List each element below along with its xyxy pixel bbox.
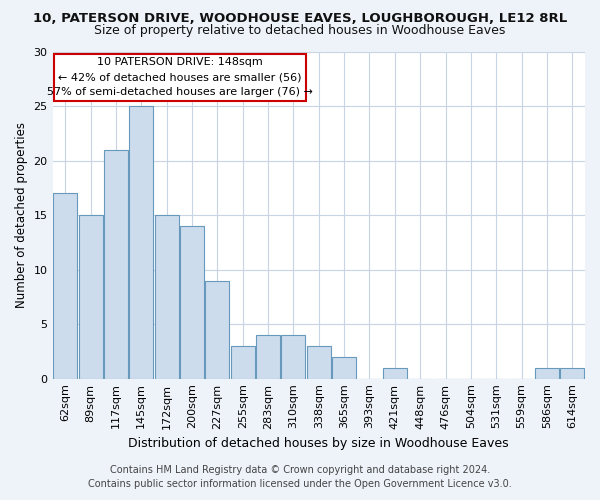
Bar bbox=[281, 335, 305, 378]
Bar bbox=[205, 280, 229, 378]
Bar bbox=[332, 357, 356, 378]
Y-axis label: Number of detached properties: Number of detached properties bbox=[15, 122, 28, 308]
Bar bbox=[180, 226, 204, 378]
Bar bbox=[79, 215, 103, 378]
Bar bbox=[535, 368, 559, 378]
Bar bbox=[307, 346, 331, 378]
Bar bbox=[256, 335, 280, 378]
Bar bbox=[560, 368, 584, 378]
Text: Contains HM Land Registry data © Crown copyright and database right 2024.
Contai: Contains HM Land Registry data © Crown c… bbox=[88, 465, 512, 489]
Bar bbox=[104, 150, 128, 378]
Bar bbox=[53, 194, 77, 378]
Bar bbox=[383, 368, 407, 378]
Text: 10, PATERSON DRIVE, WOODHOUSE EAVES, LOUGHBOROUGH, LE12 8RL: 10, PATERSON DRIVE, WOODHOUSE EAVES, LOU… bbox=[33, 12, 567, 26]
Bar bbox=[155, 215, 179, 378]
Bar bbox=[230, 346, 255, 378]
Text: Size of property relative to detached houses in Woodhouse Eaves: Size of property relative to detached ho… bbox=[94, 24, 506, 37]
Bar bbox=[129, 106, 154, 378]
FancyBboxPatch shape bbox=[54, 54, 306, 100]
Text: 10 PATERSON DRIVE: 148sqm
← 42% of detached houses are smaller (56)
57% of semi-: 10 PATERSON DRIVE: 148sqm ← 42% of detac… bbox=[47, 58, 313, 97]
X-axis label: Distribution of detached houses by size in Woodhouse Eaves: Distribution of detached houses by size … bbox=[128, 437, 509, 450]
